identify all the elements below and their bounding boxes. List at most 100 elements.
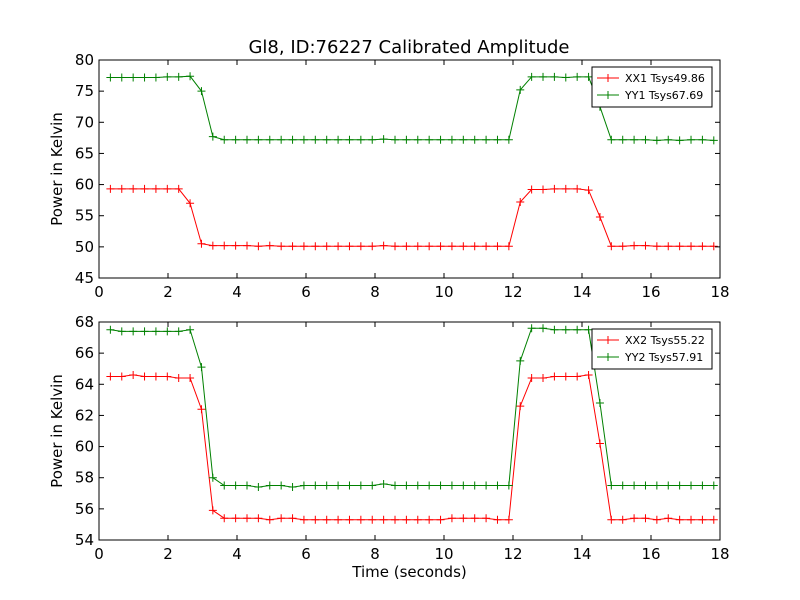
data-point-marker xyxy=(618,481,627,490)
y-tick-label: 68 xyxy=(75,313,94,331)
data-point-marker xyxy=(231,241,240,250)
data-point-marker xyxy=(117,73,126,82)
data-point-marker xyxy=(186,199,195,208)
data-point-marker xyxy=(322,481,331,490)
data-point-marker xyxy=(311,135,320,144)
data-point-marker xyxy=(595,398,604,407)
top-panel: 0 2 4 6 8 10 12 14 16 18 45 50 55 60 65 70 75 80 Power in … xyxy=(48,51,730,301)
data-point-marker xyxy=(539,72,548,81)
data-point-marker xyxy=(504,515,513,524)
data-point-marker xyxy=(687,481,696,490)
x-tick-label: 10 xyxy=(434,283,453,301)
data-point-marker xyxy=(561,325,570,334)
x-tick-label: 0 xyxy=(94,545,104,563)
data-point-marker xyxy=(675,481,684,490)
data-point-marker xyxy=(288,514,297,523)
data-point-marker xyxy=(641,135,650,144)
legend-label: YY1 Tsys67.69 xyxy=(624,89,703,102)
data-point-marker xyxy=(687,135,696,144)
data-point-marker xyxy=(527,324,536,333)
axes-frame xyxy=(98,59,721,279)
data-point-marker xyxy=(277,242,286,251)
data-point-marker xyxy=(425,515,434,524)
x-tick-label: 16 xyxy=(641,545,660,563)
data-point-marker xyxy=(197,87,206,96)
data-point-marker xyxy=(345,135,354,144)
data-point-marker xyxy=(402,135,411,144)
data-point-marker xyxy=(652,136,661,145)
data-point-marker xyxy=(413,515,422,524)
data-point-marker xyxy=(618,515,627,524)
data-point-marker xyxy=(595,212,604,221)
data-point-marker xyxy=(311,515,320,524)
data-point-marker xyxy=(527,185,536,194)
data-point-marker xyxy=(482,242,491,251)
x-axis-label: Time (seconds) xyxy=(351,563,467,581)
data-point-marker xyxy=(618,135,627,144)
data-point-marker xyxy=(186,72,195,81)
y-tick-label: 55 xyxy=(75,207,94,225)
data-point-marker xyxy=(129,184,138,193)
data-point-marker xyxy=(664,135,673,144)
data-point-marker xyxy=(482,514,491,523)
data-point-marker xyxy=(106,73,115,82)
data-point-marker xyxy=(106,325,115,334)
data-point-marker xyxy=(402,515,411,524)
data-point-marker xyxy=(516,85,525,94)
data-point-marker xyxy=(709,242,718,251)
legend-label: YY2 Tsys57.91 xyxy=(624,351,703,364)
data-point-marker xyxy=(698,135,707,144)
data-point-marker xyxy=(288,483,297,492)
data-point-marker xyxy=(539,374,548,383)
data-point-marker xyxy=(379,135,388,144)
data-point-marker xyxy=(459,514,468,523)
data-point-marker xyxy=(231,135,240,144)
series-2 xyxy=(106,324,718,492)
data-point-marker xyxy=(265,135,274,144)
data-point-marker xyxy=(652,242,661,251)
data-point-marker xyxy=(561,73,570,82)
data-point-marker xyxy=(254,514,263,523)
data-point-marker xyxy=(607,242,616,251)
y-tick-label: 80 xyxy=(75,51,94,69)
data-point-marker xyxy=(163,372,172,381)
data-point-marker xyxy=(129,73,138,82)
data-point-marker xyxy=(174,72,183,81)
data-point-marker xyxy=(687,515,696,524)
data-point-marker xyxy=(425,242,434,251)
data-point-marker xyxy=(368,242,377,251)
data-point-marker xyxy=(391,242,400,251)
data-point-marker xyxy=(277,481,286,490)
data-point-marker xyxy=(584,72,593,81)
y-tick-label: 64 xyxy=(75,375,94,393)
series-1 xyxy=(106,184,718,251)
legend-label: XX1 Tsys49.86 xyxy=(625,72,705,85)
data-point-marker xyxy=(220,241,229,250)
data-point-marker xyxy=(368,481,377,490)
data-point-marker xyxy=(584,186,593,195)
data-point-marker xyxy=(687,242,696,251)
x-tick-label: 6 xyxy=(301,283,311,301)
x-tick-label: 16 xyxy=(641,283,660,301)
data-point-marker xyxy=(561,184,570,193)
data-point-marker xyxy=(117,184,126,193)
data-point-marker xyxy=(299,481,308,490)
data-point-marker xyxy=(277,135,286,144)
data-point-marker xyxy=(197,405,206,414)
data-point-marker xyxy=(174,327,183,336)
data-point-marker xyxy=(299,242,308,251)
x-tick-label: 14 xyxy=(572,283,591,301)
data-point-marker xyxy=(516,356,525,365)
data-point-marker xyxy=(482,135,491,144)
data-point-marker xyxy=(322,242,331,251)
data-point-marker xyxy=(447,481,456,490)
legend-box xyxy=(591,328,713,370)
data-point-marker xyxy=(641,241,650,250)
data-point-marker xyxy=(379,479,388,488)
y-tick-label: 62 xyxy=(75,406,94,424)
data-point-marker xyxy=(220,481,229,490)
data-point-marker xyxy=(504,481,513,490)
data-point-marker xyxy=(334,242,343,251)
data-point-marker xyxy=(459,242,468,251)
data-point-marker xyxy=(208,506,217,515)
